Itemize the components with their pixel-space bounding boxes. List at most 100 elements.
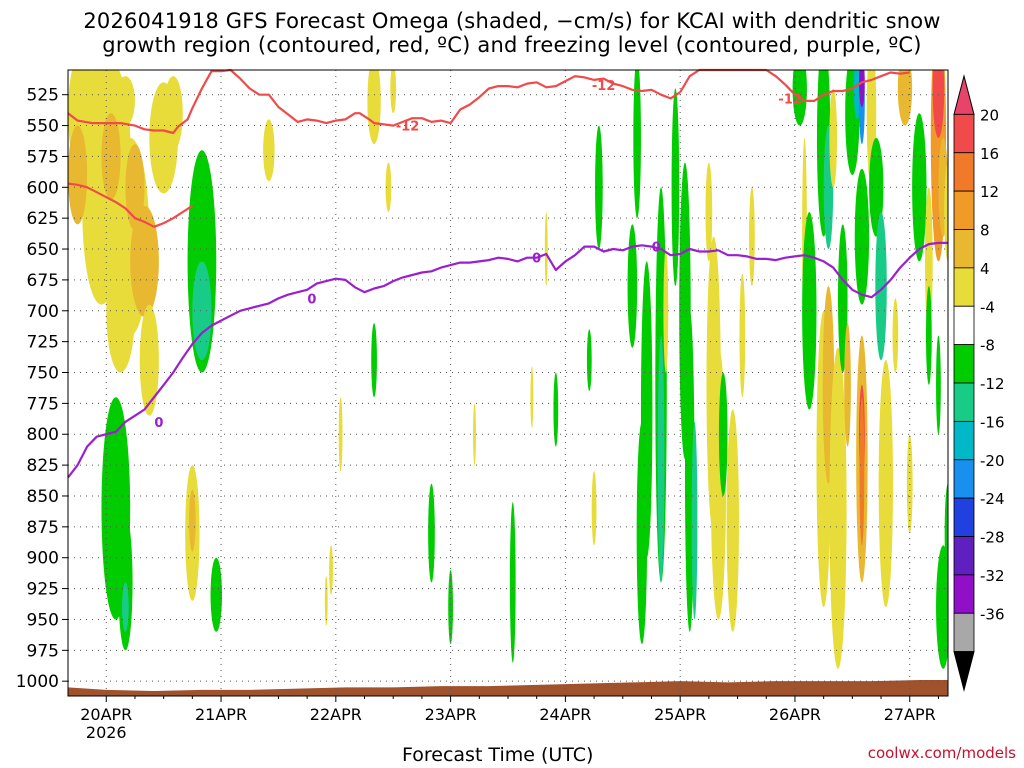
omega-blob — [192, 261, 212, 361]
y-tick-label: 950 — [27, 610, 59, 630]
omega-blob — [122, 582, 129, 632]
omega-blob — [163, 76, 183, 151]
contour-layer — [67, 68, 948, 479]
omega-blob — [106, 249, 135, 373]
x-tick-label: 25APR — [654, 705, 706, 724]
contour-label: 0 — [154, 416, 163, 431]
omega-blob — [718, 372, 728, 496]
omega-blob — [691, 421, 698, 620]
x-tick-label: 20APR — [80, 705, 132, 724]
colorbar-swatch — [953, 229, 975, 269]
contour-line-2 — [784, 71, 910, 102]
grid-layer — [68, 70, 948, 696]
colorbar-label: -20 — [980, 452, 1005, 470]
colorbar-swatch — [953, 190, 975, 230]
omega-blob — [385, 162, 392, 212]
ground-surface — [68, 679, 948, 696]
colorbar-swatch — [953, 152, 975, 192]
x-tick-label: 26APR — [769, 705, 821, 724]
omega-shading-layer — [68, 8, 948, 669]
omega-blob — [932, 70, 945, 138]
omega-blob — [657, 335, 665, 583]
site-credit[interactable]: coolwx.com/models — [867, 744, 1016, 762]
y-tick-label: 675 — [27, 271, 59, 291]
omega-blob — [627, 224, 638, 348]
colorbar-swatch — [953, 420, 975, 461]
omega-blob — [897, 70, 913, 126]
y-tick-label: 850 — [27, 487, 59, 507]
omega-blob — [671, 88, 680, 287]
omega-blob — [906, 434, 913, 534]
colorbar-swatch — [953, 344, 975, 384]
colorbar-swatch — [953, 382, 975, 422]
contour-label: -12 — [778, 92, 802, 107]
omega-blob — [859, 397, 865, 546]
omega-blob — [802, 211, 817, 410]
omega-blob — [859, 70, 865, 108]
colorbar-cap-top — [953, 74, 975, 115]
omega-blob — [558, 8, 563, 45]
contour-line-4 — [67, 241, 948, 479]
contour-label: 0 — [532, 252, 541, 267]
x-tick-label: 24APR — [539, 705, 591, 724]
colorbar-swatch — [953, 574, 975, 614]
y-tick-label: 550 — [27, 117, 59, 137]
omega-blob — [324, 576, 328, 626]
omega-blob — [338, 397, 343, 472]
colorbar-swatch — [953, 612, 975, 653]
omega-blob — [544, 211, 548, 287]
colorbar-label: -36 — [980, 605, 1005, 623]
contour-line-3 — [67, 182, 193, 228]
y-tick-label: 750 — [27, 364, 59, 384]
colorbar-swatch — [953, 497, 975, 537]
y-tick-label: 700 — [27, 302, 59, 322]
colorbar-label: -16 — [980, 413, 1005, 431]
omega-blob — [936, 335, 941, 435]
contour-label: -12 — [396, 120, 420, 135]
colorbar-label: -4 — [980, 298, 995, 316]
omega-blob — [210, 557, 222, 632]
colorbar-label: -24 — [980, 490, 1005, 508]
y-tick-label: 650 — [27, 240, 59, 260]
y-tick-label: 825 — [27, 456, 59, 476]
omega-blob — [912, 113, 927, 262]
chart-title-line-1: 2026041918 GFS Forecast Omega (shaded, −… — [83, 9, 941, 33]
contour-labels: -12 -12 -12 0 0 0 0 — [154, 79, 802, 431]
colorbar-label: 8 — [980, 222, 990, 240]
y-tick-label: 725 — [27, 333, 59, 353]
y-tick-label: 800 — [27, 425, 59, 445]
chart-title-line-2: growth region (contoured, red, ºC) and f… — [102, 33, 922, 57]
omega-blob — [926, 286, 932, 385]
y-tick-label: 775 — [27, 394, 59, 414]
y-tick-label: 525 — [27, 86, 59, 106]
omega-blob — [473, 403, 476, 466]
colorbar-swatch — [953, 113, 975, 154]
omega-blob — [139, 304, 159, 416]
y-tick-label: 875 — [27, 518, 59, 538]
omega-blob — [844, 323, 851, 447]
omega-blob — [944, 483, 948, 583]
y-tick-label: 625 — [27, 209, 59, 229]
colorbar-swatch — [953, 305, 975, 346]
y-tick-label: 925 — [27, 580, 59, 600]
colorbar-label: 4 — [980, 260, 990, 278]
colorbar-label: -28 — [980, 529, 1005, 547]
omega-blob — [636, 421, 648, 645]
omega-blob — [428, 483, 435, 583]
omega-blob — [115, 76, 135, 126]
omega-blob — [448, 570, 454, 645]
omega-blob — [367, 70, 381, 145]
omega-blob — [936, 545, 948, 669]
y-tick-label: 975 — [27, 641, 59, 661]
x-tick-label: 23APR — [425, 705, 477, 724]
omega-blob — [869, 137, 884, 237]
contour-line-1 — [679, 68, 787, 93]
omega-blob — [633, 70, 641, 219]
colorbar-swatch — [953, 459, 975, 499]
omega-blob — [130, 205, 159, 317]
x-tick-label: 21APR — [195, 705, 247, 724]
contour-label: 0 — [307, 292, 316, 307]
colorbar: 20 16 12 8 4 -4 -8 -12 -16 -20 -24 -28 -32 -36 — [953, 74, 1005, 692]
contour-label: -12 — [592, 79, 616, 94]
